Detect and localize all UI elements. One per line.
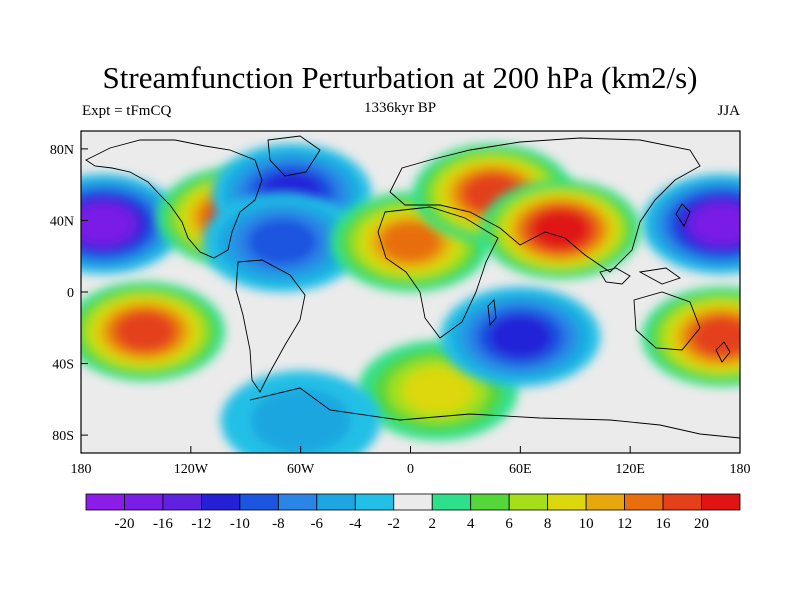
colorbar-swatch [354, 493, 395, 511]
colorbar-label: 12 [617, 516, 632, 532]
colorbar-swatch [508, 493, 549, 511]
map-plot-area: 180 120W 60W 0 60E 120E 180 80N 40N 0 40S 80S [50, 130, 751, 477]
colorbar-label: 4 [467, 516, 475, 532]
colorbar-swatch [470, 493, 510, 511]
colorbar-label: -16 [153, 516, 173, 532]
colorbar-label: -4 [349, 516, 362, 532]
lat-tick-label: 80S [52, 429, 74, 444]
field-indian-ocean-low [440, 286, 601, 387]
field-north-pacific-low [81, 174, 183, 275]
lat-tick-label: 0 [67, 286, 74, 301]
colorbar: -20 -16 -12 -10 -8 -6 -4 -2 2 4 6 8 10 12 16 20 [85, 493, 741, 532]
contour-band [81, 204, 132, 244]
field-south-pacific-high [81, 281, 226, 382]
lon-tick-label: 120W [174, 462, 209, 477]
contour-band [693, 317, 740, 356]
lon-tick-label: 0 [407, 462, 414, 477]
experiment-label: Expt = tFmCQ [82, 103, 172, 119]
field-north-pacific-low-east [641, 174, 740, 275]
contour-band [488, 315, 553, 358]
colorbar-swatch [201, 493, 241, 511]
lon-tick-label: 180 [730, 462, 751, 477]
field-us-southeast-low [202, 191, 363, 292]
colorbar-label: -2 [388, 516, 401, 532]
colorbar-label: -12 [191, 516, 211, 532]
colorbar-swatch [662, 493, 702, 511]
lat-tick-label: 40N [50, 214, 74, 229]
field-southern-ocean-low [220, 370, 381, 453]
colorbar-label: 6 [505, 516, 513, 532]
lon-tick-label: 60E [509, 462, 532, 477]
longitude-axis: 180 120W 60W 0 60E 120E 180 [71, 446, 751, 477]
colorbar-swatch [547, 493, 587, 511]
contour-band [247, 218, 318, 265]
colorbar-label: 8 [544, 516, 552, 532]
lon-tick-label: 180 [71, 462, 92, 477]
lon-tick-label: 60W [287, 462, 315, 477]
coastlines [85, 135, 740, 439]
colorbar-swatch [239, 493, 279, 511]
colorbar-label: -10 [230, 516, 250, 532]
season-label: JJA [717, 103, 740, 119]
contour-band [693, 204, 740, 244]
latitude-axis: 80N 40N 0 40S 80S [50, 143, 88, 444]
colorbar-swatch [624, 493, 664, 511]
colorbar-swatch [393, 493, 433, 511]
field-tibetan-high [480, 179, 641, 280]
field-southwest-pacific-high [641, 286, 740, 387]
colorbar-swatch [85, 493, 125, 511]
colorbar-label: -20 [114, 516, 134, 532]
lon-tick-label: 120E [615, 462, 645, 477]
contour-band [402, 367, 473, 414]
colorbar-swatch [124, 493, 164, 511]
colorbar-swatch [701, 493, 741, 511]
streamfunction-contours [81, 143, 740, 453]
colorbar-label: 2 [428, 516, 436, 532]
colorbar-swatch [585, 493, 625, 511]
colorbar-swatch [431, 493, 472, 511]
colorbar-swatch [316, 493, 356, 511]
colorbar-label: -8 [272, 516, 285, 532]
contour-band [533, 210, 589, 248]
contour-band [116, 312, 174, 351]
colorbar-swatch [162, 493, 202, 511]
colorbar-label: 16 [656, 516, 672, 532]
time-label: 1336kyr BP [363, 100, 437, 116]
colorbar-label: -6 [311, 516, 324, 532]
contour-band [380, 221, 441, 262]
colorbar-label: 20 [694, 516, 709, 532]
colorbar-swatch [277, 493, 318, 511]
colorbar-label: 10 [579, 516, 594, 532]
map-title: Streamfunction Perturbation at 200 hPa (… [102, 60, 698, 95]
lat-tick-label: 80N [50, 143, 74, 158]
contour-band [250, 388, 351, 453]
lat-tick-label: 40S [52, 358, 74, 373]
